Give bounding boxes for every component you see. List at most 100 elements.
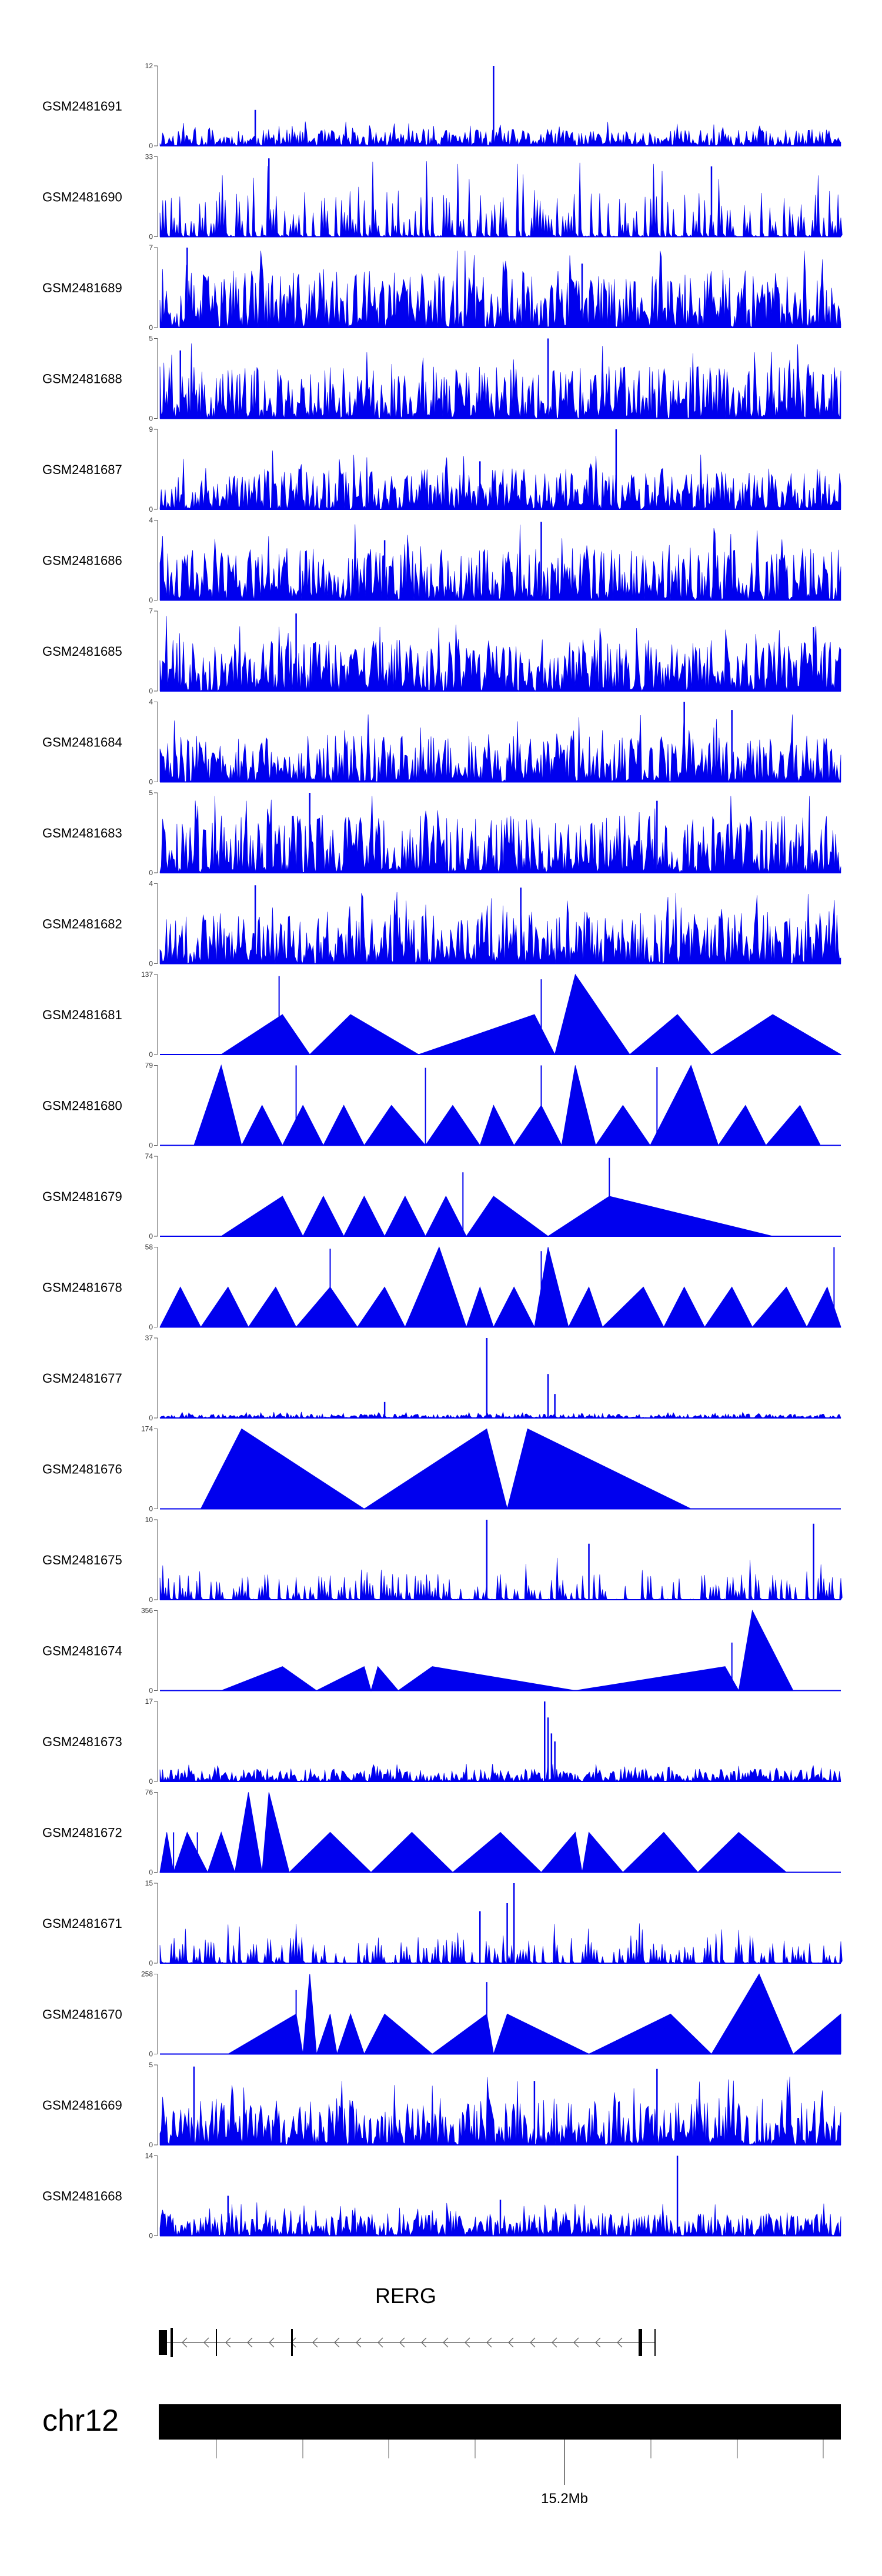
y-max-label: 258 <box>141 1970 153 1978</box>
track-GSM2481680: GSM2481680 79 0 <box>42 1062 841 1150</box>
y-max-label: 10 <box>145 1516 153 1524</box>
strand-arrow <box>530 2337 536 2348</box>
strand-arrow <box>552 2337 557 2348</box>
strand-arrow <box>465 2337 470 2348</box>
chromosome-label: chr12 <box>42 2404 119 2438</box>
track-label: GSM2481680 <box>42 1099 122 1113</box>
strand-arrow <box>247 2337 253 2348</box>
track-GSM2481686: GSM2481686 4 0 <box>42 516 841 605</box>
y-max-label: 7 <box>149 607 153 615</box>
gene-exon <box>159 2330 167 2355</box>
track-label: GSM2481677 <box>42 1371 122 1386</box>
track-label: GSM2481676 <box>42 1462 122 1477</box>
track-GSM2481679: GSM2481679 74 0 <box>42 1152 841 1240</box>
y-min-label: 0 <box>149 2232 153 2240</box>
track-GSM2481675: GSM2481675 10 0 <box>42 1516 843 1604</box>
strand-arrow <box>421 2337 427 2348</box>
y-max-label: 12 <box>145 62 153 70</box>
track-GSM2481671: GSM2481671 15 0 <box>42 1879 843 1967</box>
y-min-label: 0 <box>149 1050 153 1059</box>
track-label: GSM2481691 <box>42 99 122 114</box>
y-min-label: 0 <box>149 2050 153 2058</box>
strand-arrow <box>203 2337 209 2348</box>
coverage-area <box>159 1764 841 1783</box>
y-max-label: 4 <box>149 880 153 888</box>
track-label: GSM2481683 <box>42 826 122 840</box>
y-min-label: 0 <box>149 687 153 695</box>
axis-tick-label: 15.2Mb <box>541 2491 588 2507</box>
track-label: GSM2481682 <box>42 917 122 932</box>
y-max-label: 356 <box>141 1607 153 1615</box>
y-max-label: 9 <box>149 425 153 433</box>
y-max-label: 33 <box>145 153 153 161</box>
chromosome-axis: chr12 15.2Mb <box>42 2404 841 2507</box>
axis-ticks <box>216 2440 824 2458</box>
data-tracks: GSM2481691120GSM2481690330GSM248168970GS… <box>42 62 843 2240</box>
coverage-area <box>159 2076 841 2146</box>
track-GSM2481669: GSM2481669 5 0 <box>42 2061 841 2149</box>
track-label: GSM2481688 <box>42 372 122 386</box>
track-label: GSM2481668 <box>42 2189 122 2204</box>
strand-arrow <box>486 2337 492 2348</box>
y-max-label: 7 <box>149 243 153 252</box>
y-max-label: 5 <box>149 789 153 797</box>
y-min-label: 0 <box>149 233 153 241</box>
gene-exon <box>654 2329 656 2356</box>
y-min-label: 0 <box>149 1232 153 1240</box>
track-GSM2481682: GSM2481682 4 0 <box>42 880 841 968</box>
y-min-label: 0 <box>149 596 153 605</box>
track-GSM2481672: GSM2481672 76 0 <box>42 1788 841 1877</box>
track-GSM2481674: GSM2481674 356 0 <box>42 1607 841 1695</box>
coverage-area <box>159 524 841 601</box>
y-max-label: 74 <box>145 1152 153 1160</box>
y-max-label: 4 <box>149 698 153 706</box>
coverage-area <box>193 1064 821 1147</box>
track-label: GSM2481673 <box>42 1734 122 1749</box>
coverage-area <box>200 1428 691 1510</box>
coverage-area <box>159 892 841 965</box>
y-min-label: 0 <box>149 323 153 332</box>
y-max-label: 76 <box>145 1788 153 1797</box>
y-min-label: 0 <box>149 1505 153 1513</box>
strand-arrow <box>573 2337 579 2348</box>
y-min-label: 0 <box>149 415 153 423</box>
track-label: GSM2481671 <box>42 1916 122 1931</box>
y-max-label: 79 <box>145 1062 153 1070</box>
coverage-area <box>159 616 841 692</box>
y-min-label: 0 <box>149 2141 153 2149</box>
coverage-area <box>159 1411 841 1419</box>
coverage-area <box>220 973 842 1056</box>
y-min-label: 0 <box>149 778 153 786</box>
y-max-label: 58 <box>145 1243 153 1252</box>
track-label: GSM2481686 <box>42 553 122 568</box>
coverage-area <box>159 1792 787 1873</box>
coverage-area <box>159 450 841 510</box>
strand-arrow <box>269 2337 275 2348</box>
coverage-area <box>159 1246 841 1329</box>
gene-exon <box>639 2329 642 2356</box>
y-min-label: 0 <box>149 505 153 513</box>
gene-exon <box>291 2329 293 2356</box>
coverage-area <box>159 121 841 146</box>
coverage-area <box>159 251 841 328</box>
gene-model: RERG <box>159 2284 656 2357</box>
y-max-label: 4 <box>149 516 153 525</box>
strand-arrow <box>334 2337 340 2348</box>
track-label: GSM2481687 <box>42 462 122 477</box>
y-min-label: 0 <box>149 1868 153 1877</box>
strand-arrow <box>312 2337 318 2348</box>
y-max-label: 137 <box>141 970 153 979</box>
y-min-label: 0 <box>149 1959 153 1967</box>
track-GSM2481690: GSM2481690 33 0 <box>42 153 843 241</box>
track-GSM2481676: GSM2481676 174 0 <box>42 1425 841 1513</box>
coverage-area <box>220 1195 773 1237</box>
track-label: GSM2481679 <box>42 1189 122 1204</box>
coverage-area <box>159 1557 843 1600</box>
coverage-area <box>159 796 841 873</box>
y-min-label: 0 <box>149 142 153 150</box>
track-label: GSM2481678 <box>42 1280 122 1295</box>
coverage-area <box>221 1609 794 1692</box>
strand-arrow <box>508 2337 514 2348</box>
y-min-label: 0 <box>149 1777 153 1786</box>
